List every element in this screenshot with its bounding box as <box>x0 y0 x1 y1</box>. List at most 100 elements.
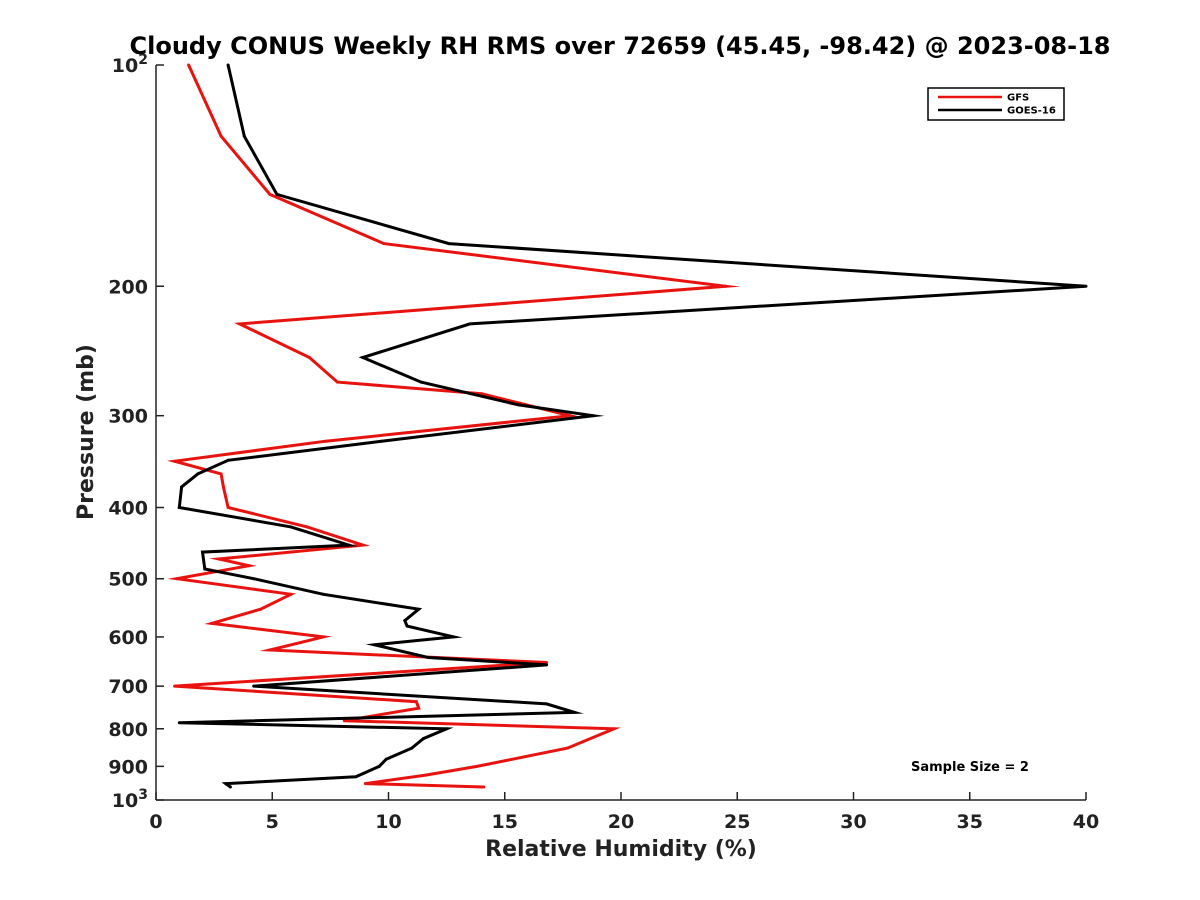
data-point-gfs <box>424 773 428 777</box>
data-point-gfs <box>173 684 177 688</box>
data-point-goes16 <box>196 472 200 476</box>
data-point-goes16 <box>289 525 293 529</box>
y-tick-label: 400 <box>108 498 148 520</box>
data-point-gfs <box>210 621 214 625</box>
y-tick-label: 500 <box>108 569 148 591</box>
data-point-gfs <box>173 459 177 463</box>
data-point-gfs <box>187 63 191 67</box>
data-point-goes16 <box>228 785 232 789</box>
y-tick-label: 300 <box>108 406 148 428</box>
data-point-gfs <box>566 746 569 750</box>
data-point-gfs <box>321 635 325 639</box>
series-layer <box>167 63 1088 789</box>
data-point-goes16 <box>226 458 230 462</box>
data-point-gfs <box>417 706 421 710</box>
data-point-gfs <box>226 506 230 509</box>
data-point-gfs <box>545 661 549 664</box>
data-point-gfs <box>568 414 572 418</box>
data-point-gfs <box>219 472 223 476</box>
data-point-goes16 <box>517 403 521 407</box>
data-point-gfs <box>612 727 616 731</box>
data-point-goes16 <box>410 746 414 750</box>
data-point-goes16 <box>468 322 472 326</box>
data-point-goes16 <box>373 643 377 647</box>
data-point-gfs <box>289 592 293 596</box>
series-line-goes16 <box>177 64 1087 789</box>
x-tick-label: 30 <box>840 811 866 833</box>
legend-box <box>927 87 1065 121</box>
data-point-goes16 <box>417 607 421 611</box>
data-point-goes16 <box>1084 284 1088 288</box>
data-point-goes16 <box>447 242 451 246</box>
data-point-goes16 <box>377 764 381 768</box>
legend-label-gfs: GFS <box>1007 93 1029 104</box>
x-tick-label: 40 <box>1073 811 1099 833</box>
data-point-goes16 <box>445 727 449 731</box>
y-axis-label: Pressure (mb) <box>74 344 99 520</box>
data-point-goes16 <box>573 710 576 714</box>
data-point-goes16 <box>203 567 207 571</box>
data-point-goes16 <box>545 663 549 667</box>
data-point-goes16 <box>201 550 204 554</box>
data-point-goes16 <box>347 543 351 547</box>
x-tick-label: 20 <box>608 811 634 833</box>
data-point-goes16 <box>275 192 279 196</box>
data-point-goes16 <box>177 506 181 509</box>
y-tick-label: 200 <box>108 276 148 298</box>
data-point-goes16 <box>177 721 181 725</box>
x-axis-label: Relative Humidity (%) <box>485 837 757 862</box>
data-point-gfs <box>414 700 418 704</box>
data-point-goes16 <box>403 619 407 623</box>
data-point-gfs <box>219 134 223 138</box>
x-tick-label: 0 <box>149 811 162 833</box>
data-point-goes16 <box>252 684 256 688</box>
data-point-gfs <box>175 577 179 581</box>
data-point-gfs <box>475 764 479 768</box>
data-point-gfs <box>361 543 365 547</box>
legend: GFS GOES-16 <box>927 87 1065 121</box>
x-tick-label: 10 <box>375 811 401 833</box>
data-point-gfs <box>268 192 272 196</box>
data-point-goes16 <box>321 592 325 596</box>
data-point-goes16 <box>419 380 423 384</box>
y-tick-label: 800 <box>108 719 148 741</box>
data-point-goes16 <box>426 656 430 659</box>
data-point-gfs <box>342 719 346 723</box>
data-point-gfs <box>382 242 386 246</box>
y-tick-label: 102 <box>112 52 148 77</box>
data-point-goes16 <box>242 134 246 138</box>
data-point-goes16 <box>452 635 456 639</box>
y-tick-label: 700 <box>108 676 148 698</box>
data-point-gfs <box>307 356 311 359</box>
y-tick-label: 103 <box>112 787 148 812</box>
legend-label-goes16: GOES-16 <box>1007 106 1056 117</box>
data-point-goes16 <box>380 439 383 443</box>
sample-size-annotation: Sample Size = 2 <box>911 760 1029 775</box>
series-line-gfs <box>167 64 741 789</box>
data-point-goes16 <box>405 624 409 628</box>
x-tick-label: 35 <box>957 811 983 833</box>
data-point-gfs <box>238 322 242 326</box>
data-point-goes16 <box>180 485 184 489</box>
data-point-goes16 <box>354 775 358 779</box>
x-tick-label: 15 <box>492 811 518 833</box>
data-point-gfs <box>724 284 728 288</box>
y-tick-label: 600 <box>108 627 148 649</box>
data-point-gfs <box>217 557 221 561</box>
data-point-gfs <box>335 380 339 384</box>
data-point-goes16 <box>421 737 425 741</box>
chart-title: Cloudy CONUS Weekly RH RMS over 72659 (4… <box>130 32 1111 60</box>
data-point-gfs <box>268 648 272 652</box>
data-point-goes16 <box>226 63 230 67</box>
x-tick-label: 25 <box>724 811 750 833</box>
data-point-gfs <box>221 485 225 489</box>
data-point-goes16 <box>361 356 365 359</box>
data-point-gfs <box>324 439 328 443</box>
data-point-gfs <box>480 392 483 396</box>
data-point-goes16 <box>545 702 549 706</box>
y-tick-label: 900 <box>108 756 148 778</box>
data-point-goes16 <box>591 414 595 418</box>
data-point-goes16 <box>252 577 256 581</box>
data-point-gfs <box>247 564 251 568</box>
